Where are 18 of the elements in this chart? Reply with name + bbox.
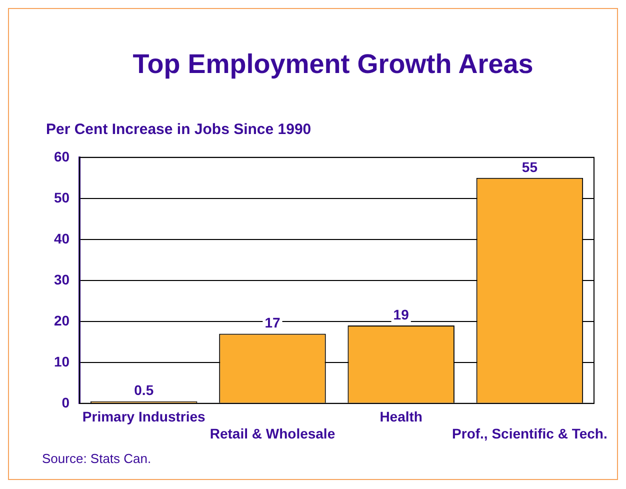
y-axis-title: Per Cent Increase in Jobs Since 1990 — [46, 121, 312, 138]
y-tick-label: 10 — [54, 353, 70, 370]
data-label: 19 — [393, 306, 410, 322]
data-label: 17 — [264, 314, 280, 331]
source-note: Source: Stats Can. — [42, 451, 152, 466]
y-tick-label: 40 — [54, 230, 70, 246]
y-tick-label: 60 — [54, 148, 70, 164]
x-tick-label: Retail & Wholesale — [210, 425, 336, 442]
x-tick-label: Primary Industries — [82, 408, 206, 425]
data-label: 55 — [522, 158, 538, 175]
y-tick-label: 20 — [54, 312, 70, 328]
y-tick-label: 50 — [54, 189, 70, 206]
data-label: 0.5 — [134, 382, 154, 398]
y-tick-label: 30 — [54, 271, 70, 288]
x-tick-label: Prof., Scientific & Tech. — [452, 425, 608, 442]
y-tick-label: 0 — [62, 394, 70, 410]
x-tick-label: Health — [380, 408, 422, 425]
chart-title: Top Employment Growth Areas — [132, 49, 534, 80]
